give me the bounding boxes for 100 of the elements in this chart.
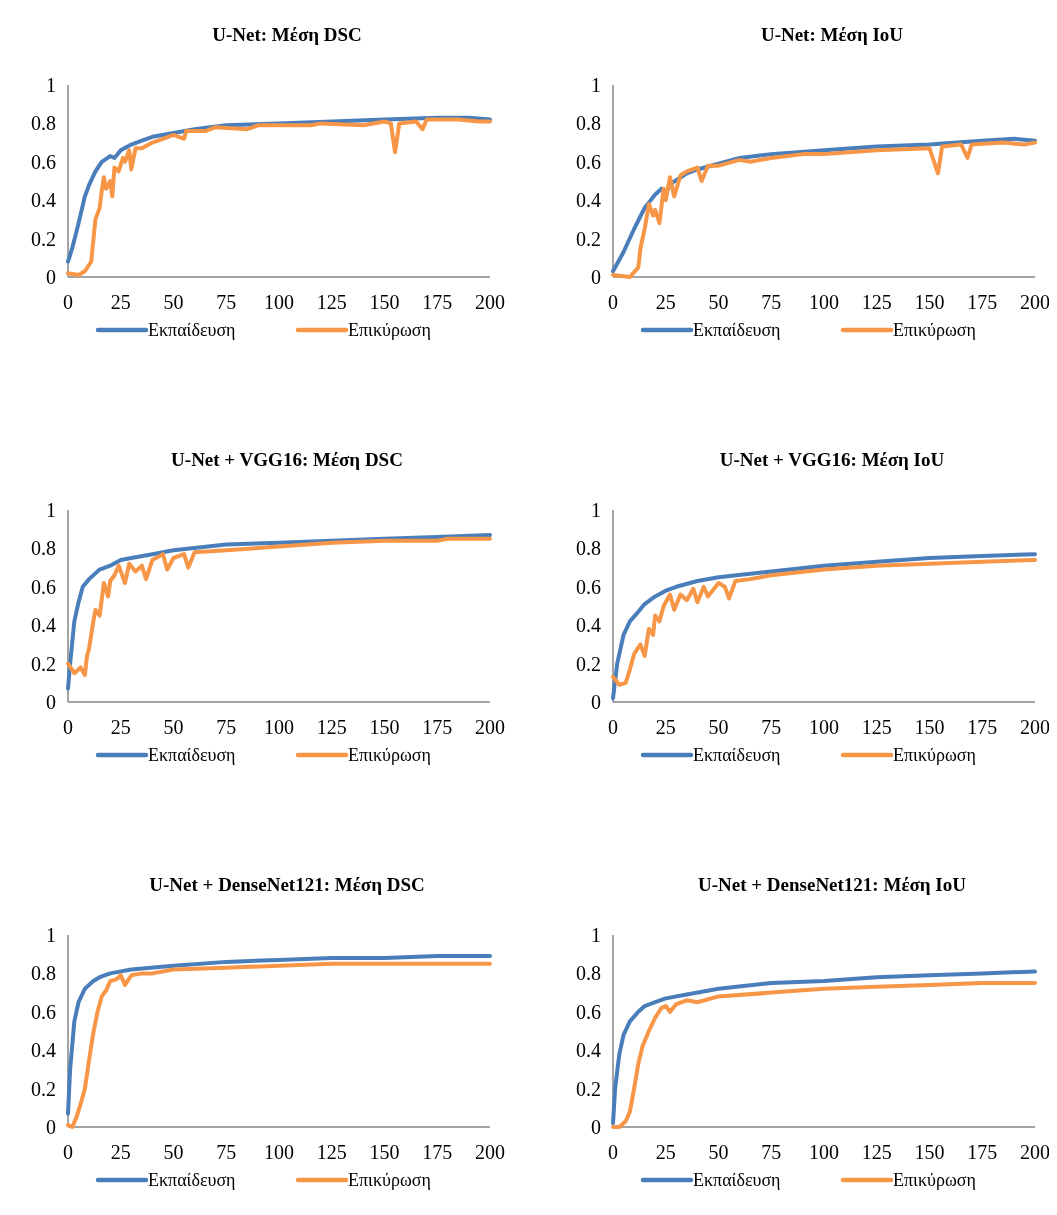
x-tick-label: 175 [422,716,453,738]
x-tick-label: 100 [264,291,294,313]
y-tick-label: 0.6 [31,1000,56,1023]
y-tick-label: 0.4 [31,614,56,637]
x-tick-label: 175 [967,291,998,313]
x-tick-label: 75 [761,1141,782,1163]
x-tick-label: 50 [708,291,729,313]
x-tick-label: 150 [369,1141,400,1163]
y-tick-label: 0.4 [576,189,601,212]
x-tick-label: 125 [861,716,892,738]
legend-label: Εκπαίδευση [693,745,781,766]
x-tick-label: 75 [216,1141,237,1163]
y-tick-label: 0.8 [576,112,601,135]
x-tick-label: 100 [264,716,294,738]
x-tick-label: 175 [422,1141,453,1163]
x-tick-label: 100 [809,716,839,738]
y-tick-label: 0.2 [576,652,601,675]
x-tick-label: 175 [422,291,453,313]
y-tick-label: 0.4 [576,614,601,637]
y-tick-label: 0.4 [576,1039,601,1062]
y-tick-label: 0 [591,266,601,288]
x-tick-label: 175 [967,1141,998,1163]
y-tick-label: 0.2 [31,652,56,675]
x-tick-label: 50 [163,291,184,313]
x-tick-label: 200 [475,716,505,738]
y-tick-label: 0 [46,1116,56,1138]
x-tick-label: 150 [914,291,945,313]
x-tick-label: 150 [369,716,400,738]
x-tick-label: 0 [608,716,618,738]
y-tick-label: 0.2 [576,227,601,250]
x-tick-label: 75 [216,291,237,313]
x-tick-label: 125 [316,291,347,313]
x-tick-label: 0 [63,1141,73,1163]
x-tick-label: 175 [967,716,998,738]
chart-title: U-Net + VGG16: Μέση DSC [171,449,403,470]
x-tick-label: 125 [861,1141,892,1163]
x-tick-label: 125 [316,1141,347,1163]
y-tick-label: 1 [591,499,601,521]
x-tick-label: 200 [1020,716,1050,738]
x-tick-label: 125 [861,291,892,313]
x-tick-label: 25 [655,1141,676,1163]
chart-title: U-Net + DenseNet121: Μέση IoU [697,874,967,895]
y-tick-label: 0.4 [31,189,56,212]
x-tick-label: 25 [110,716,131,738]
y-tick-label: 0.8 [31,962,56,985]
chart-title: U-Net: Μέση IoU [760,24,904,45]
x-tick-label: 75 [216,716,237,738]
y-tick-label: 0.6 [31,575,56,598]
legend-label: Εκπαίδευση [148,745,236,766]
legend-label: Επικύρωση [893,745,976,766]
legend-label: Επικύρωση [893,320,976,341]
y-tick-label: 0.6 [31,150,56,173]
y-tick-label: 0.6 [576,1000,601,1023]
x-tick-label: 25 [655,291,676,313]
chart-title: U-Net + DenseNet121: Μέση DSC [149,874,425,895]
y-tick-label: 0.8 [31,112,56,135]
y-tick-label: 0 [591,691,601,713]
y-tick-label: 1 [591,74,601,96]
legend-label: Εκπαίδευση [148,320,236,341]
y-tick-label: 0.8 [31,537,56,560]
legend-label: Εκπαίδευση [693,1170,781,1191]
legend-label: Επικύρωση [348,320,431,341]
x-tick-label: 200 [475,291,505,313]
x-tick-label: 25 [655,716,676,738]
x-tick-label: 75 [761,291,782,313]
legend-label: Εκπαίδευση [148,1170,236,1191]
y-tick-label: 1 [46,499,56,521]
y-tick-label: 0.2 [576,1077,601,1100]
x-tick-label: 200 [1020,291,1050,313]
y-tick-label: 1 [46,924,56,946]
x-tick-label: 0 [63,716,73,738]
y-tick-label: 0 [46,266,56,288]
y-tick-label: 0.6 [576,150,601,173]
y-tick-label: 0.6 [576,575,601,598]
x-tick-label: 50 [163,1141,184,1163]
legend-label: Επικύρωση [348,1170,431,1191]
x-tick-label: 100 [809,291,839,313]
y-tick-label: 0.2 [31,227,56,250]
x-tick-label: 50 [708,716,729,738]
y-tick-label: 0 [591,1116,601,1138]
y-tick-label: 0.4 [31,1039,56,1062]
y-tick-label: 1 [591,924,601,946]
x-tick-label: 0 [63,291,73,313]
x-tick-label: 200 [1020,1141,1050,1163]
x-tick-label: 150 [914,716,945,738]
legend-label: Εκπαίδευση [693,320,781,341]
x-tick-label: 75 [761,716,782,738]
x-tick-label: 100 [809,1141,839,1163]
legend-label: Επικύρωση [348,745,431,766]
x-tick-label: 50 [163,716,184,738]
y-tick-label: 0.8 [576,537,601,560]
x-tick-label: 200 [475,1141,505,1163]
x-tick-label: 100 [264,1141,294,1163]
x-tick-label: 25 [110,1141,131,1163]
x-tick-label: 150 [369,291,400,313]
chart-title: U-Net + VGG16: Μέση IoU [719,449,945,470]
x-tick-label: 0 [608,291,618,313]
y-tick-label: 0.8 [576,962,601,985]
x-tick-label: 150 [914,1141,945,1163]
y-tick-label: 0.2 [31,1077,56,1100]
